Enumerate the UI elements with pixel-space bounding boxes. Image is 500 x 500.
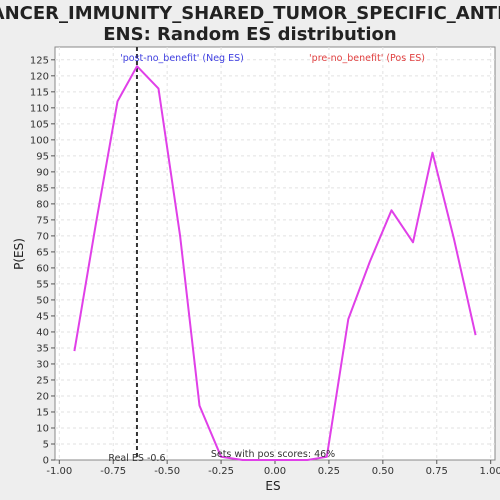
y-tick-label: 0: [43, 456, 49, 467]
y-tick-label: 60: [36, 263, 49, 274]
y-tick-label: 120: [30, 71, 49, 82]
chart-title-line-1: CANCER_IMMUNITY_SHARED_TUMOR_SPECIFIC_AN…: [0, 3, 500, 24]
y-tick-label: 75: [36, 215, 49, 226]
y-tick-label: 80: [36, 199, 49, 210]
y-tick-label: 55: [36, 279, 49, 290]
y-axis-label: P(ES): [12, 238, 26, 270]
y-tick-label: 20: [36, 391, 49, 402]
y-tick-label: 110: [30, 103, 49, 114]
y-tick-label: 65: [36, 247, 49, 258]
x-tick-label: 0.00: [264, 466, 286, 477]
pos-scores-label: Sets with pos scores: 46%: [211, 449, 335, 460]
y-tick-label: 40: [36, 327, 49, 338]
y-tick-label: 70: [36, 231, 49, 242]
y-tick-label: 5: [43, 439, 49, 450]
y-tick-label: 105: [30, 119, 49, 130]
chart-title-line-2: ENS: Random ES distribution: [103, 24, 396, 45]
y-tick-label: 35: [36, 343, 49, 354]
grid: [55, 47, 495, 460]
x-tick-label: -1.00: [46, 466, 72, 477]
neg-es-label: 'post-no_benefit' (Neg ES): [120, 53, 244, 64]
real-es-label: Real ES -0.6: [108, 453, 165, 464]
y-tick-label: 115: [30, 87, 49, 98]
y-tick-label: 95: [36, 151, 49, 162]
y-tick-label: 30: [36, 359, 49, 370]
y-tick-label: 85: [36, 183, 49, 194]
y-tick-label: 90: [36, 167, 49, 178]
x-tick-label: -0.25: [208, 466, 234, 477]
x-tick-label: 1.00: [480, 466, 500, 477]
x-tick-label: 0.25: [318, 466, 340, 477]
y-tick-label: 125: [30, 55, 49, 66]
x-tick-label: 0.75: [426, 466, 448, 477]
y-tick-label: 25: [36, 375, 49, 386]
y-tick-label: 45: [36, 311, 49, 322]
axes: 0 5 10 15 20 25 30 35 40 45 50 55 60 65 70 75 80 85 90 95 10…: [30, 55, 500, 477]
y-tick-label: 50: [36, 295, 49, 306]
series-line: [73, 65, 477, 461]
y-tick-label: 10: [36, 423, 49, 434]
data-marks: [73, 47, 477, 461]
x-axis-label: ES: [265, 479, 280, 493]
y-tick-label: 100: [30, 135, 49, 146]
x-tick-label: -0.50: [154, 466, 180, 477]
x-tick-label: 0.50: [372, 466, 394, 477]
x-tick-label: -0.75: [100, 466, 126, 477]
pos-es-label: 'pre-no_benefit' (Pos ES): [309, 53, 425, 64]
annotations: 'post-no_benefit' (Neg ES) 'pre-no_benefi…: [108, 53, 425, 464]
y-tick-label: 15: [36, 407, 49, 418]
